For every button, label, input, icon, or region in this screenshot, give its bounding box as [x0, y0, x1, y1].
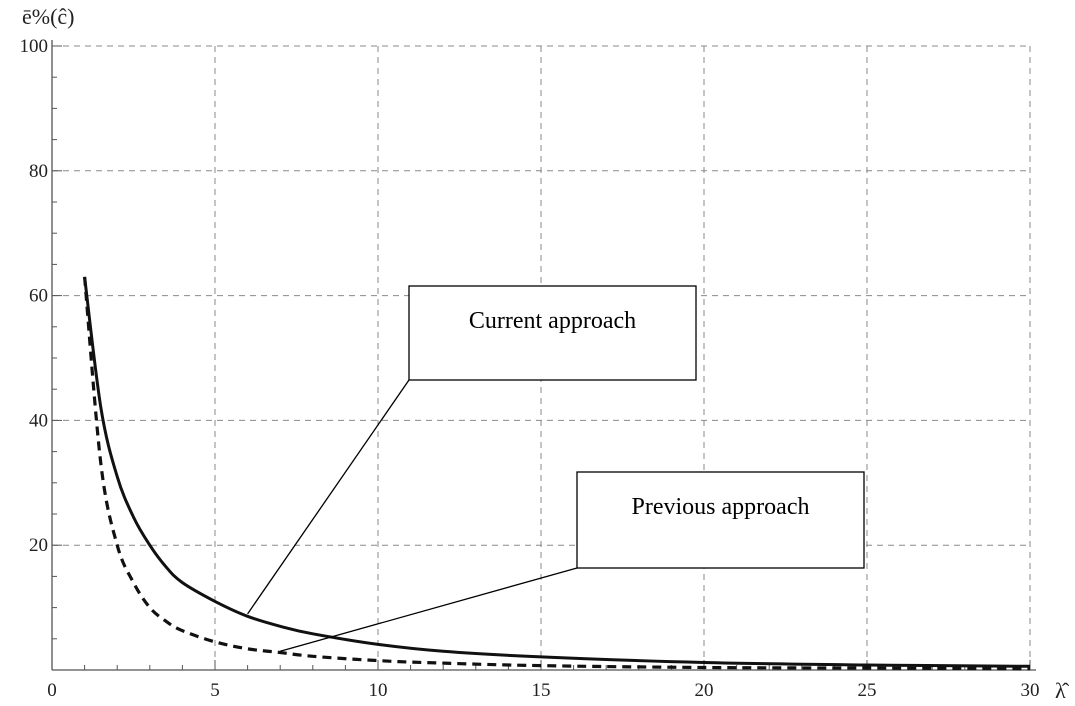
series	[83, 276, 1031, 671]
y-tick-label: 40	[29, 410, 48, 431]
axes	[51, 40, 1036, 671]
x-tick-label: 5	[210, 680, 220, 701]
x-tick-label: 25	[858, 680, 877, 701]
series-line-dashed	[83, 276, 1031, 671]
annotation-box	[408, 285, 697, 381]
y-axis-title: ē%(ĉ)	[22, 4, 75, 29]
x-tick-label: 30	[1021, 680, 1040, 701]
y-tick-label: 60	[29, 286, 48, 307]
annotation-leader-line	[280, 567, 578, 652]
y-tick-label: 20	[29, 535, 48, 556]
x-tick-label: 0	[47, 680, 57, 701]
annotation-label: Current approach	[469, 308, 636, 334]
annotation-label: Previous approach	[632, 494, 810, 520]
x-axis-title: λ̂	[1055, 678, 1070, 703]
x-tick-label: 20	[695, 680, 714, 701]
series-line-solid	[83, 276, 1031, 668]
ticks: 0 5 10 15 20 25 30 20 40 60 80 100	[20, 36, 1040, 701]
grid	[52, 45, 1031, 670]
x-tick-label: 10	[369, 680, 388, 701]
x-tick-label: 15	[532, 680, 551, 701]
annotation-box	[576, 471, 865, 569]
y-tick-label: 100	[20, 36, 49, 57]
y-tick-label: 80	[29, 161, 48, 182]
annotations: Current approach Previous approach	[247, 285, 865, 652]
annotation-leader-line	[247, 379, 410, 615]
